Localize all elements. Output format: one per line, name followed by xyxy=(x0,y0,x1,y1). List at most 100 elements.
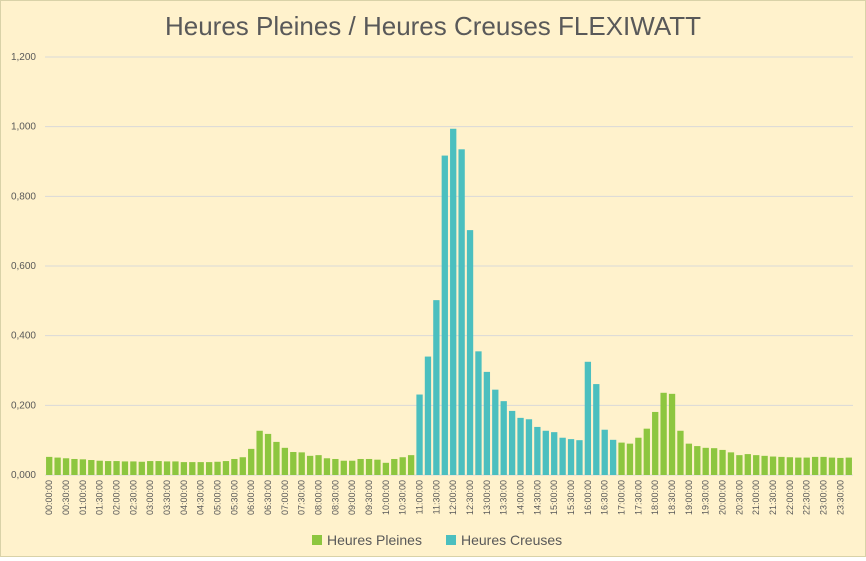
bar xyxy=(685,443,693,475)
x-tick-label: 03:00:00 xyxy=(145,480,155,515)
bar xyxy=(130,461,137,475)
x-tick-label: 23:00:00 xyxy=(819,480,829,515)
x-tick-label: 02:30:00 xyxy=(128,480,138,515)
bar xyxy=(593,384,600,475)
gridlines xyxy=(45,56,853,476)
bar xyxy=(222,461,230,475)
y-tick-label: 0,600 xyxy=(11,261,36,272)
bar xyxy=(753,455,760,475)
x-tick-label: 13:00:00 xyxy=(482,480,492,515)
bar xyxy=(744,454,751,475)
bar xyxy=(500,401,507,475)
bar xyxy=(374,459,381,475)
bar xyxy=(652,411,659,475)
bar xyxy=(643,428,650,475)
bar xyxy=(576,440,583,475)
bar xyxy=(811,456,819,475)
bar xyxy=(845,457,852,475)
x-tick-label: 13:30:00 xyxy=(499,480,509,515)
bar xyxy=(264,433,272,475)
bar xyxy=(290,452,297,475)
y-tick-label: 0,000 xyxy=(11,470,36,481)
x-tick-label: 23:30:00 xyxy=(835,480,845,515)
legend: Heures Pleines Heures Creuses xyxy=(312,532,562,548)
bar xyxy=(62,458,70,475)
x-tick-label: 11:00:00 xyxy=(415,480,425,514)
x-tick-label: 11:30:00 xyxy=(431,480,441,514)
legend-label-heures-pleines: Heures Pleines xyxy=(327,532,422,548)
bar xyxy=(180,462,188,475)
y-axis-tick-labels: 0,000 0,200 0,400 0,600 0,800 1,000 1,200 xyxy=(11,52,36,481)
bar xyxy=(702,447,709,475)
x-tick-label: 00:00:00 xyxy=(44,480,54,515)
x-tick-label: 08:30:00 xyxy=(330,480,340,515)
bar xyxy=(492,389,499,475)
bar xyxy=(542,430,549,475)
x-tick-label: 05:00:00 xyxy=(213,480,223,515)
bar xyxy=(584,361,592,475)
bar xyxy=(399,457,406,475)
bar xyxy=(357,458,364,475)
bar xyxy=(710,448,718,475)
bar xyxy=(205,462,213,475)
x-tick-label: 04:30:00 xyxy=(196,480,206,515)
x-tick-label: 18:00:00 xyxy=(650,480,660,515)
bar xyxy=(828,457,836,475)
bar xyxy=(104,461,112,475)
bar xyxy=(466,230,474,475)
bar xyxy=(483,371,491,475)
y-tick-label: 1,200 xyxy=(11,52,36,63)
bars xyxy=(46,128,852,476)
bar xyxy=(172,461,179,475)
x-tick-label: 21:30:00 xyxy=(768,480,778,515)
bar xyxy=(668,393,676,475)
bar xyxy=(475,351,482,475)
y-tick-label: 0,400 xyxy=(11,331,36,342)
bar xyxy=(306,455,314,475)
x-tick-label: 09:00:00 xyxy=(347,480,357,515)
bar xyxy=(719,449,726,475)
bar xyxy=(138,461,145,475)
x-tick-label: 07:30:00 xyxy=(297,480,307,515)
x-tick-label: 20:30:00 xyxy=(734,480,744,515)
bar xyxy=(147,461,154,475)
bar xyxy=(407,455,415,475)
x-tick-label: 21:00:00 xyxy=(751,480,761,515)
x-axis-tick-labels: 00:00:00 00:30:00 01:00:00 01:30:00 02:00:00… xyxy=(44,480,845,515)
x-tick-label: 18:30:00 xyxy=(667,480,677,515)
bar xyxy=(609,439,617,475)
bar xyxy=(298,452,305,475)
bar xyxy=(508,410,516,475)
y-tick-label: 0,200 xyxy=(11,400,36,411)
x-tick-label: 22:30:00 xyxy=(802,480,812,515)
bar xyxy=(769,456,777,475)
bar xyxy=(46,456,53,475)
x-tick-label: 12:30:00 xyxy=(465,480,475,515)
x-tick-label: 05:30:00 xyxy=(229,480,239,515)
bar xyxy=(382,462,390,475)
bar xyxy=(635,437,642,475)
x-tick-label: 22:00:00 xyxy=(785,480,795,515)
bar xyxy=(239,457,246,475)
bar xyxy=(281,447,289,475)
x-tick-label: 14:30:00 xyxy=(532,480,542,515)
x-tick-label: 10:00:00 xyxy=(381,480,391,515)
x-tick-label: 03:30:00 xyxy=(162,480,172,515)
bar xyxy=(837,457,844,475)
x-tick-label: 02:00:00 xyxy=(112,480,122,515)
x-tick-label: 06:30:00 xyxy=(263,480,273,515)
bar xyxy=(332,458,339,475)
x-tick-label: 17:00:00 xyxy=(617,480,627,515)
bar xyxy=(79,459,87,475)
bar xyxy=(786,457,794,475)
x-tick-label: 17:30:00 xyxy=(633,480,643,515)
x-tick-label: 08:00:00 xyxy=(314,480,324,515)
bar xyxy=(727,452,735,475)
bar xyxy=(626,443,634,475)
legend-swatch-heures-pleines xyxy=(312,535,322,545)
bar xyxy=(677,430,684,475)
bar xyxy=(340,460,347,475)
x-tick-label: 10:30:00 xyxy=(398,480,408,515)
